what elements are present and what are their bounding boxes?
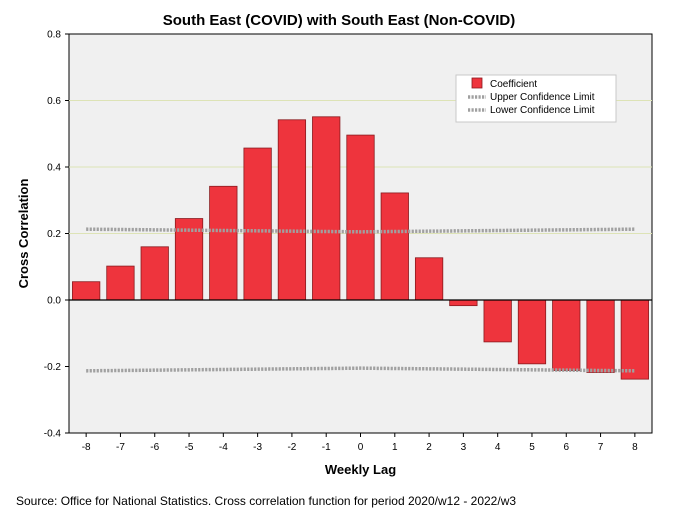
bar — [72, 281, 101, 301]
bar — [209, 185, 238, 301]
x-tick-label: 7 — [598, 442, 604, 453]
bar — [586, 299, 615, 373]
legend: Coefficient Upper Confidence Limit Lower… — [455, 74, 617, 123]
bar — [483, 299, 512, 343]
bars — [72, 116, 649, 380]
bar — [517, 299, 547, 365]
bar — [449, 299, 478, 307]
bar — [620, 299, 649, 380]
upper-confidence-line — [86, 227, 635, 234]
bar — [174, 218, 204, 301]
x-tick-label: -8 — [82, 442, 91, 453]
y-axis-title: Cross Correlation — [16, 179, 31, 289]
y-tick-label: 0.4 — [47, 163, 61, 174]
y-tick-label: 0.2 — [47, 229, 61, 240]
x-tick-label: -7 — [116, 442, 125, 453]
x-tick-label: -6 — [150, 442, 159, 453]
bar — [380, 192, 409, 301]
x-tick-label: -5 — [185, 442, 194, 453]
bar — [243, 147, 272, 301]
x-tick-label: -4 — [219, 442, 228, 453]
lower-confidence-line — [86, 366, 635, 373]
legend-label-coefficient: Coefficient — [490, 79, 537, 90]
x-tick-label: 2 — [426, 442, 432, 453]
y-tick-label: 0.8 — [47, 30, 61, 41]
bar — [414, 257, 444, 301]
bar — [140, 246, 169, 301]
x-tick-label: 6 — [563, 442, 569, 453]
confidence-limits — [86, 227, 635, 373]
y-tick-label: 0.6 — [47, 96, 61, 107]
x-tick-label: 8 — [632, 442, 638, 453]
x-tick-label: -3 — [253, 442, 262, 453]
legend-swatch-coefficient — [471, 77, 483, 89]
legend-label-upper-limit: Upper Confidence Limit — [490, 92, 595, 103]
y-tick-label: 0.0 — [47, 296, 61, 307]
y-axis: -0.4 -0.2 0.0 0.2 0.4 0.6 0.8 — [44, 30, 69, 440]
legend-label-lower-limit: Lower Confidence Limit — [490, 105, 595, 116]
x-tick-label: 3 — [461, 442, 467, 453]
y-tick-label: -0.4 — [44, 429, 62, 440]
x-tick-label: -2 — [287, 442, 296, 453]
x-tick-label: 5 — [529, 442, 535, 453]
bar — [312, 116, 341, 301]
x-axis-title: Weekly Lag — [325, 462, 396, 477]
x-axis: -8 -7 -6 -5 -4 -3 -2 -1 0 1 2 3 4 5 6 7 8 — [82, 433, 638, 453]
bar — [106, 265, 135, 301]
y-tick-label: -0.2 — [44, 362, 62, 373]
x-tick-label: 1 — [392, 442, 398, 453]
chart-title: South East (COVID) with South East (Non-… — [162, 12, 516, 29]
bar — [552, 299, 581, 371]
x-tick-label: 0 — [358, 442, 364, 453]
bar — [277, 119, 307, 301]
bar — [346, 134, 375, 301]
x-tick-label: -1 — [322, 442, 331, 453]
source-note: Source: Office for National Statistics. … — [16, 494, 517, 508]
x-tick-label: 4 — [495, 442, 501, 453]
